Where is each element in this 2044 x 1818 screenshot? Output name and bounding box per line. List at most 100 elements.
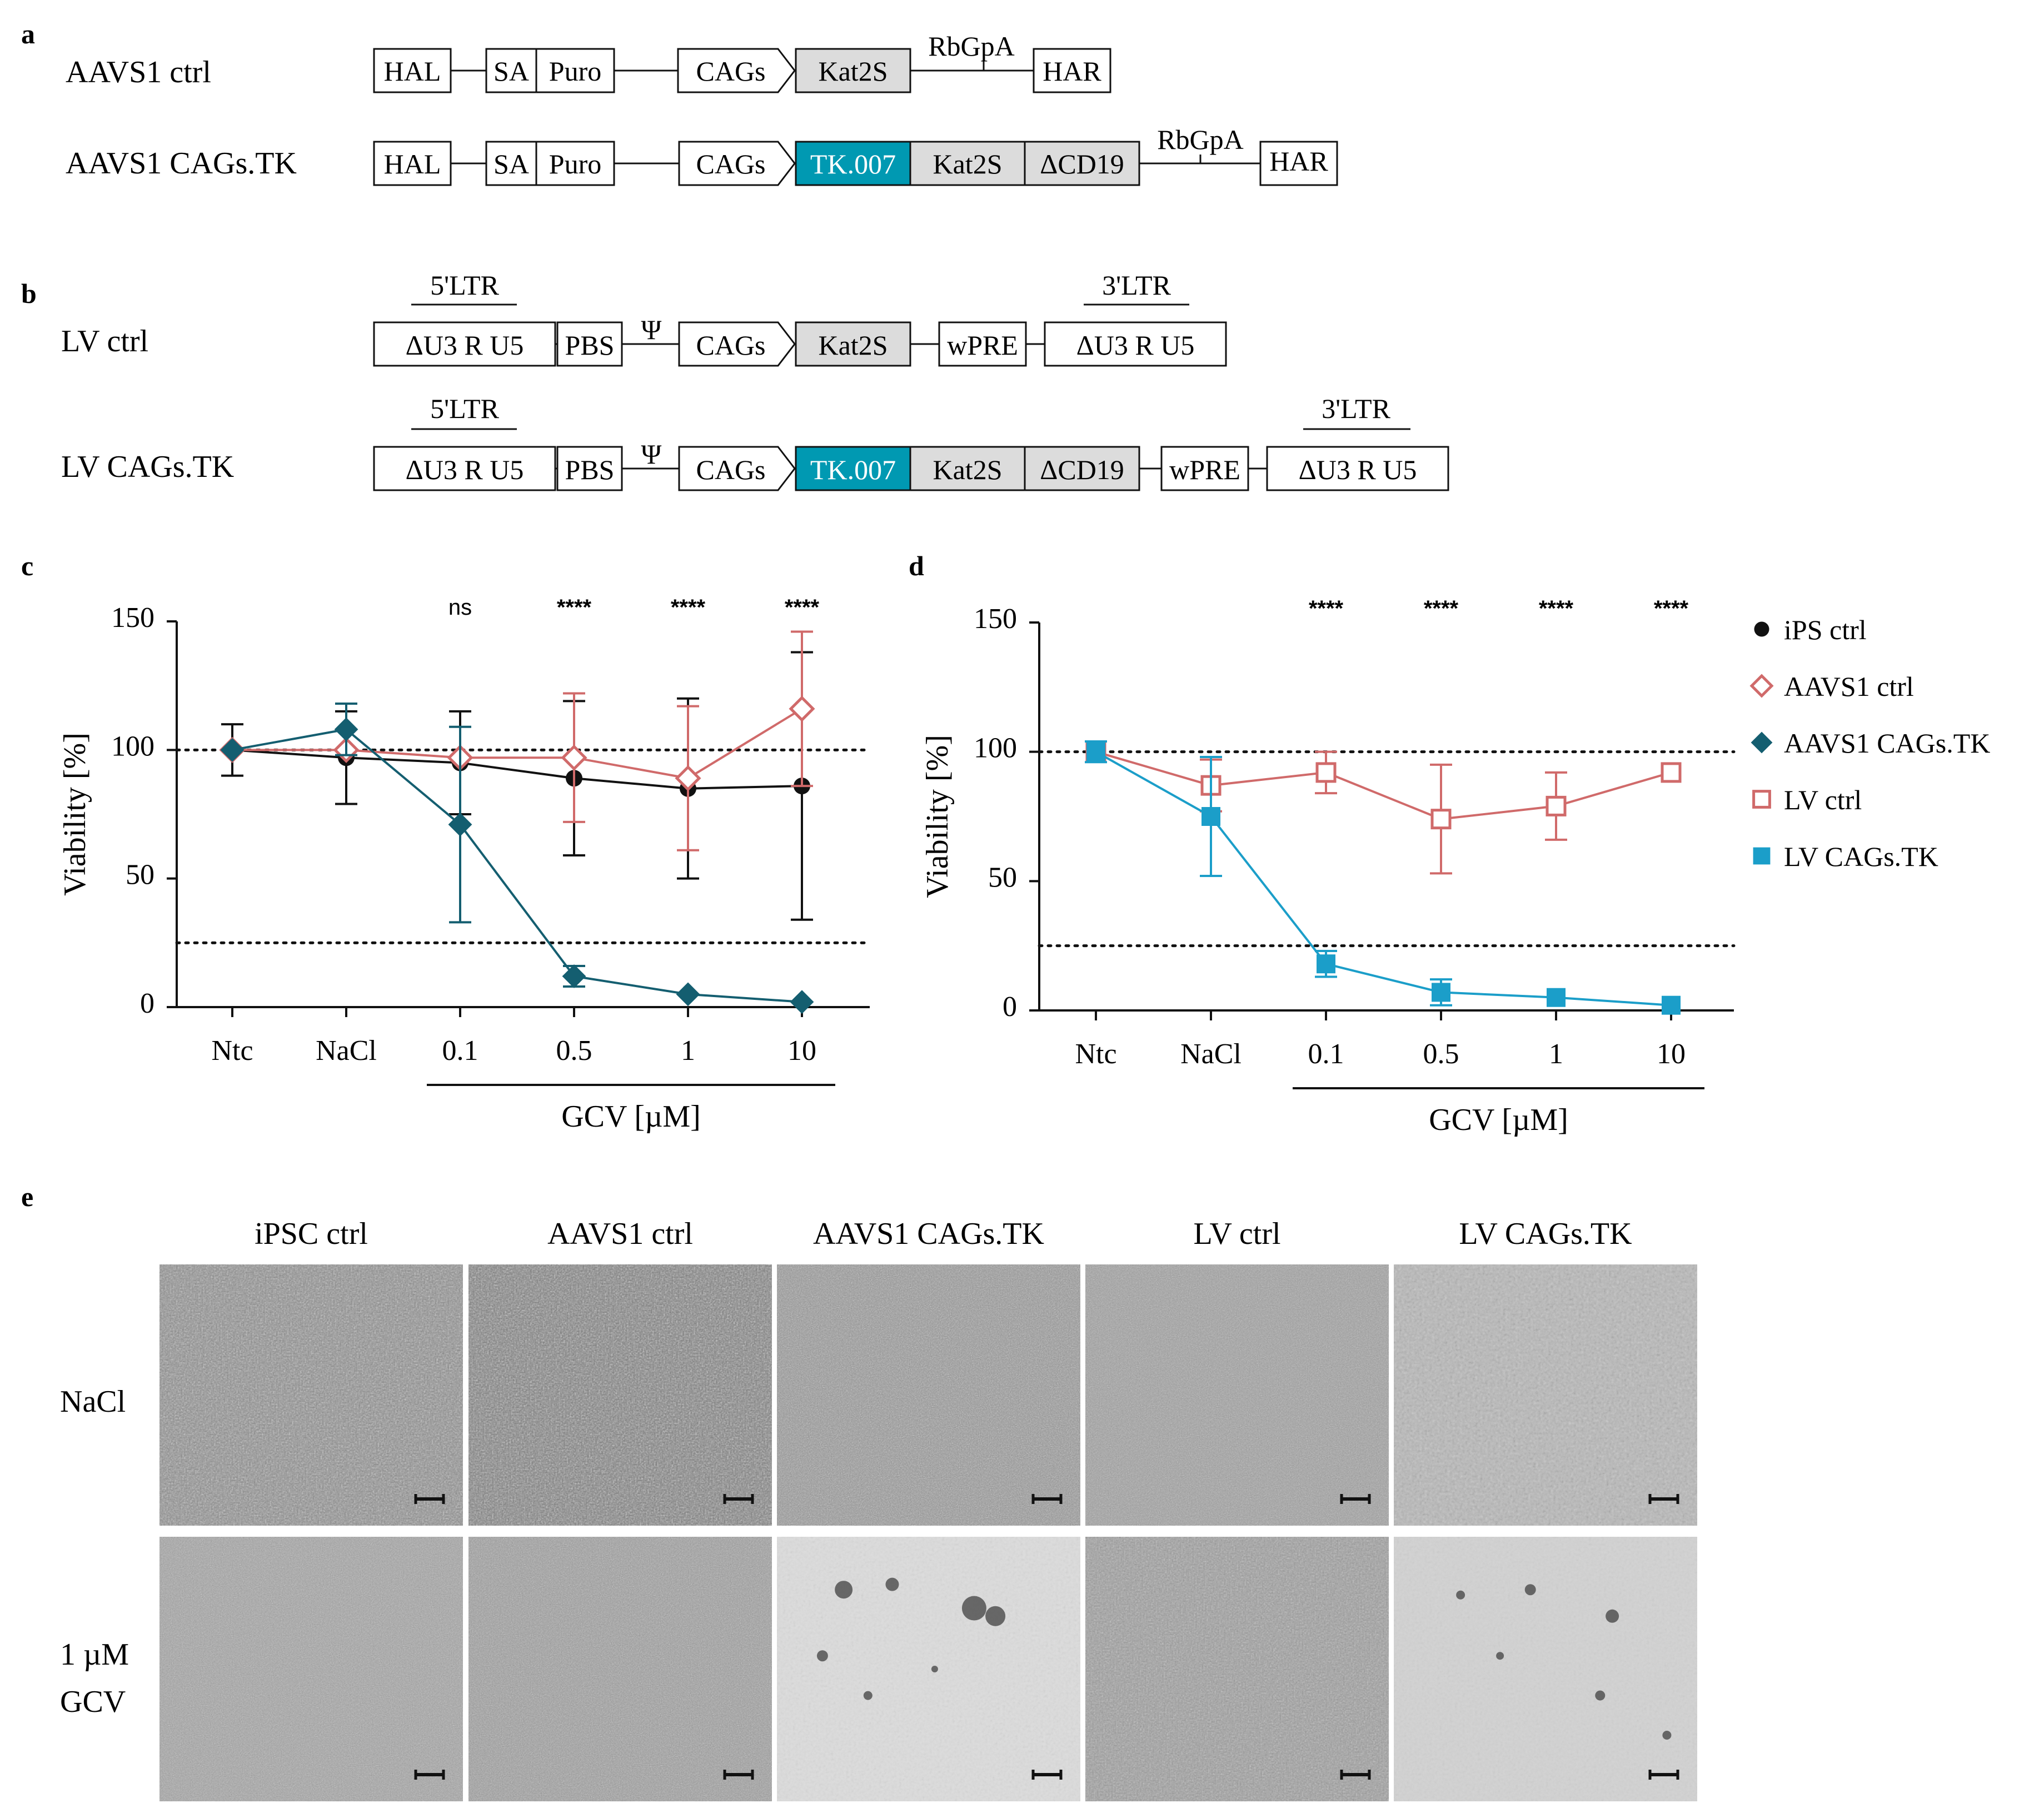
panel-label-c: c [21,550,33,581]
box-hal: HAL [384,148,441,180]
box-pbs: PBS [565,330,615,361]
panel-label-b: b [21,278,37,309]
x-tick-label: 1 [681,1035,695,1067]
micrograph-texture [159,1264,463,1526]
viability-chart-c: 0 50 100 150 Ntc NaCl 0.1 0.5 1 10 GCV [µM] Viabili… [58,595,871,1134]
box-kat2s: Kat2S [933,454,1003,485]
box-cags: CAGs [696,454,765,485]
data-point [1432,983,1450,1002]
data-point [1661,762,1682,783]
x-tick-label: 0.5 [556,1035,592,1067]
legend-marker [1754,621,1769,637]
legend-marker [1751,731,1773,754]
box-pbs: PBS [565,454,615,485]
series-line [232,728,802,1003]
data-point [1430,809,1452,830]
box-wpre: wPRE [1169,454,1240,485]
x-tick-label: NaCl [1180,1038,1242,1070]
label-rbgpa: RbGpA [928,31,1015,62]
x-tick-label: NaCl [316,1035,377,1067]
significance-label: **** [671,595,706,620]
y-tick-label: 100 [111,730,154,762]
viability-chart-d: 0 50 100 150 Ntc NaCl 0.1 0.5 1 10 GCV [µM] Viabili… [920,596,1736,1137]
data-point [789,695,815,722]
cell-debris [1496,1652,1504,1660]
series-line [1095,750,1672,820]
box-sa: SA [493,148,529,180]
micrograph-image [468,1537,772,1801]
micrograph-column-title: AAVS1 CAGs.TK [813,1217,1044,1251]
cell-debris [1595,1690,1606,1701]
y-tick-label: 50 [988,861,1017,893]
micrograph-image [159,1264,463,1526]
box-cd19: ΔCD19 [1040,148,1124,180]
legend-label: LV CAGs.TK [1784,841,1938,872]
y-axis-label: Viability [%] [58,733,92,896]
label-5ltr: 5'LTR [430,393,500,424]
micrograph-texture [1394,1264,1697,1526]
series-lv-ctrl [1085,741,1682,875]
significance-label: ns [448,595,472,620]
y-axis-label: Viability [%] [920,735,955,898]
cell-debris [835,1581,853,1599]
micrograph-image [1085,1264,1389,1526]
y-tick-label: 150 [111,602,154,634]
micrograph-image [1085,1537,1389,1801]
psi-label: Ψ [641,439,662,470]
box-sa: SA [493,56,529,87]
series-aavs1-ctrl [219,630,815,851]
series-lv-cags-tk [1085,740,1681,1015]
box-u3-r-u5: ΔU3 R U5 [406,454,524,485]
legend-label: LV ctrl [1784,784,1862,815]
data-point [220,738,245,762]
data-point [790,990,814,1014]
construct-label-aavs1-tk: AAVS1 CAGs.TK [66,146,297,181]
box-wpre: wPRE [947,330,1018,361]
cell-debris [1662,1731,1672,1740]
micrograph-texture [159,1537,463,1801]
data-point [448,813,472,836]
micrograph-column-title: AAVS1 ctrl [547,1217,693,1251]
chart-legend: iPS ctrl AAVS1 ctrl AAVS1 CAGs.TK LV ctrl LV… [1749,614,1990,872]
y-tick-label: 50 [126,859,154,891]
y-tick-label: 0 [140,988,154,1019]
cell-debris [885,1577,899,1591]
box-u3-r-u5: ΔU3 R U5 [1299,454,1417,485]
box-cags: CAGs [696,148,765,180]
construct-label-lv-tk: LV CAGs.TK [61,450,234,484]
data-point [676,982,700,1007]
micrograph-texture [468,1537,772,1801]
micrograph-image [1394,1264,1697,1526]
x-tick-label: 10 [1657,1038,1686,1070]
cell-debris [863,1691,873,1700]
box-puro: Puro [549,56,601,87]
x-group-label: GCV [µM] [1429,1103,1568,1137]
series-aavs1-cags-tk [220,703,814,1014]
micrograph-texture [777,1537,1080,1801]
cell-debris [931,1666,938,1672]
construct-label-aavs1-ctrl: AAVS1 ctrl [66,55,211,89]
box-u3-r-u5: ΔU3 R U5 [1076,330,1195,361]
psi-label: Ψ [641,314,662,345]
micrograph-column-title: LV ctrl [1193,1217,1280,1251]
data-point [1546,795,1567,816]
label-3ltr: 3'LTR [1322,393,1391,424]
panel-label-e: e [21,1181,33,1212]
micrograph-row-label: GCV [60,1685,126,1719]
significance-label: **** [557,595,592,620]
micrograph-image [777,1537,1080,1801]
legend-label: AAVS1 ctrl [1784,671,1914,702]
x-tick-label: Ntc [211,1035,253,1067]
data-point [1315,762,1337,783]
x-group-label: GCV [µM] [561,1099,701,1134]
legend-label: iPS ctrl [1784,614,1867,645]
panel-label-d: d [909,550,924,581]
data-point [561,744,587,771]
micrograph-image [159,1537,463,1801]
y-tick-label: 100 [974,733,1017,764]
label-rbgpa: RbGpA [1157,124,1244,155]
construct-lv-tk [373,446,1449,491]
micrograph-column-title: LV CAGs.TK [1459,1217,1632,1251]
cell-debris [1456,1590,1465,1600]
